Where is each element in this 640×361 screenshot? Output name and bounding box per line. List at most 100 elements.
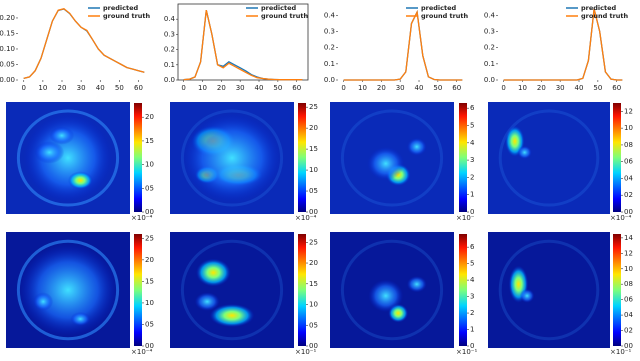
x-tick-label: 60: [134, 84, 143, 92]
x-tick-label: 30: [77, 84, 86, 92]
y-tick-label: 0.2: [324, 44, 335, 52]
heatmap-blob: [33, 292, 54, 311]
colorbar-tick-label: 04: [624, 174, 633, 182]
colorbar-tick-label: 05: [309, 187, 318, 195]
colorbar-tick-label: 12: [624, 249, 633, 257]
heatmap-blob: [517, 145, 532, 160]
heatmap-blob: [209, 303, 255, 328]
colorbar-tick-label: 5: [470, 121, 474, 129]
line-series: [183, 9, 303, 81]
colorbar-tick-label: 05: [145, 184, 154, 192]
x-tick-label: 30: [396, 84, 405, 92]
y-tick-label: 0.0: [164, 76, 175, 84]
colorbar-tick-label: 00: [624, 342, 633, 350]
heatmap-ring: [180, 239, 284, 341]
colorbar-tick-label: 0: [470, 208, 474, 216]
line-series: [343, 9, 463, 81]
y-tick-label: 0.4: [164, 15, 176, 23]
colorbar-tick-label: 5: [470, 260, 474, 268]
x-tick-label: 40: [255, 84, 264, 92]
legend-label: predicted: [421, 4, 457, 12]
heatmap-blob: [34, 141, 65, 164]
colorbar-tick-label: 25: [309, 103, 318, 111]
x-tick-label: 20: [58, 84, 67, 92]
colorbar-scale-label: ×10⁻: [456, 214, 475, 222]
colorbar-tick-label: 06: [624, 158, 633, 166]
colorbar-tick-label: 6: [470, 243, 475, 251]
heatmap-background: [488, 232, 610, 348]
colorbar-tick-label: 04: [624, 311, 633, 319]
x-tick-label: 60: [452, 84, 461, 92]
colorbar-tick-label: 4: [470, 139, 475, 147]
y-tick-label: 0.10: [0, 45, 15, 53]
x-tick-label: 50: [433, 84, 442, 92]
heatmap-ring: [340, 109, 444, 207]
heatmap-ring: [340, 239, 444, 341]
colorbar-tick-label: 20: [309, 259, 318, 267]
x-tick-label: 40: [415, 84, 424, 92]
y-tick-label: 0.1: [324, 60, 335, 68]
colorbar-tick-label: 10: [145, 299, 154, 307]
colorbar-tick-label: 14: [624, 234, 633, 242]
colorbar: [134, 103, 142, 212]
colorbar-tick-label: 15: [145, 137, 154, 145]
x-tick-label: 40: [96, 84, 105, 92]
legend-label: ground truth: [261, 12, 309, 20]
colorbar-tick-label: 15: [145, 277, 154, 285]
colorbar: [298, 234, 306, 346]
legend-label: ground truth: [103, 12, 151, 20]
x-tick-label: 10: [518, 84, 527, 92]
legend-label: predicted: [261, 4, 297, 12]
x-tick-label: 10: [38, 84, 47, 92]
colorbar-scale-label: ×10⁻⁴: [131, 214, 152, 222]
heatmap-background: [170, 232, 294, 348]
colorbar-tick-label: 6: [470, 104, 475, 112]
colorbar-tick-label: 00: [309, 342, 318, 350]
y-tick-label: 0.1: [484, 60, 495, 68]
heatmap-blob: [70, 312, 91, 326]
colorbar: [459, 234, 467, 346]
heatmap-blob: [368, 279, 404, 313]
colorbar-tick-label: 00: [309, 208, 318, 216]
colorbar-tick-label: 25: [145, 234, 154, 242]
x-tick-label: 0: [22, 84, 26, 92]
heatmap-ring: [16, 109, 120, 207]
y-tick-label: 0.3: [324, 27, 335, 35]
colorbar-tick-label: 2: [470, 309, 474, 317]
x-tick-label: 30: [556, 84, 565, 92]
colorbar-tick-label: 08: [624, 141, 633, 149]
colorbar-scale-label: ×10⁻⁴: [295, 214, 316, 222]
colorbar-tick-label: 10: [309, 166, 318, 174]
x-tick-label: 0: [181, 84, 185, 92]
colorbar-tick-label: 10: [309, 301, 318, 309]
heatmap-blob: [406, 137, 427, 156]
colorbar-scale-label: ×10⁻¹: [610, 348, 631, 356]
colorbar-tick-label: 20: [145, 256, 154, 264]
colorbar-tick-label: 08: [624, 280, 633, 288]
x-tick-label: 0: [341, 84, 345, 92]
heatmap-ring: [498, 239, 600, 341]
colorbar-tick-label: 3: [470, 293, 474, 301]
x-tick-label: 50: [115, 84, 124, 92]
colorbar: [298, 103, 306, 212]
heatmap-blob: [196, 258, 231, 287]
y-tick-label: 0.20: [0, 14, 15, 22]
heatmap-blob: [68, 171, 93, 190]
x-tick-label: 40: [575, 84, 584, 92]
colorbar-tick-label: 10: [624, 124, 633, 132]
colorbar-tick-label: 0: [470, 342, 474, 350]
y-tick-label: 0.0: [484, 76, 495, 84]
x-tick-label: 0: [501, 84, 505, 92]
colorbar-scale-label: ×10⁻¹: [295, 348, 316, 356]
y-tick-label: 0.4: [324, 11, 336, 19]
colorbar-tick-label: 3: [470, 156, 474, 164]
x-tick-label: 50: [273, 84, 282, 92]
heatmap-blob: [519, 288, 535, 303]
colorbar: [134, 234, 142, 346]
frame: [177, 3, 309, 81]
y-tick-label: 0.2: [164, 46, 175, 54]
